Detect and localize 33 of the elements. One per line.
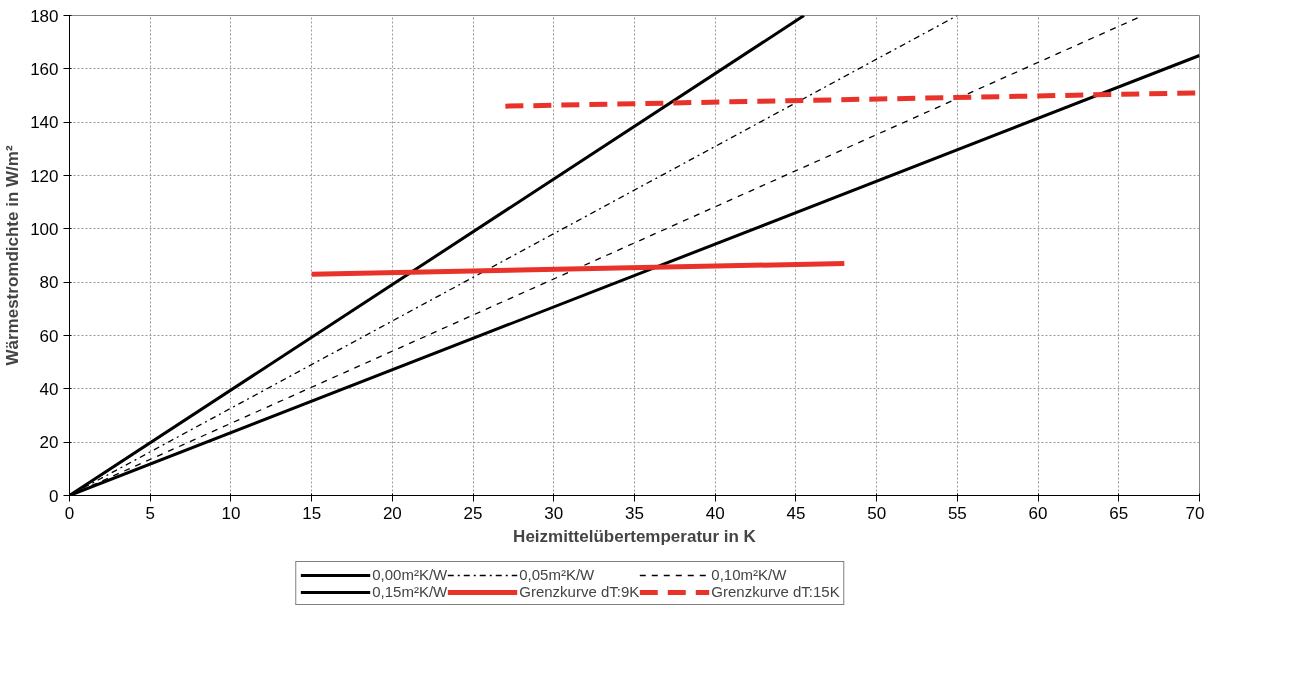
x-tick-label: 55 [947,503,967,523]
x-tick-label: 50 [867,503,887,523]
x-tick-label: 25 [463,503,483,523]
x-axis-title: Heizmittelübertemperatur in K [513,526,757,546]
y-tick-label: 80 [39,273,59,293]
legend-label: 0,00m²K/W [372,566,448,583]
y-tick-label: 140 [30,113,59,133]
x-tick-label: 70 [1185,503,1205,523]
x-tick-label: 60 [1028,503,1048,523]
y-tick-label: 40 [39,379,59,399]
y-tick-label: 160 [30,59,59,79]
x-tick-label: 30 [544,503,564,523]
x-tick-label: 45 [786,503,806,523]
y-tick-label: 0 [49,486,59,506]
x-tick-label: 0 [64,503,75,523]
y-axis-title: Wärmestromdichte in W/m² [3,145,23,366]
x-tick-label: 5 [145,503,155,523]
y-tick-label: 60 [39,326,59,346]
x-tick-label: 40 [705,503,725,523]
y-tick-label: 180 [30,6,59,26]
legend-label: 0,10m²K/W [711,566,787,583]
legend-label: Grenzkurve dT:9K [519,583,640,600]
y-tick-label: 20 [39,433,59,453]
x-tick-label: 35 [625,503,644,523]
legend-label: 0,05m²K/W [519,566,595,583]
x-tick-label: 65 [1109,503,1129,523]
legend-label: 0,15m²K/W [372,583,448,600]
y-tick-label: 120 [30,166,59,186]
x-tick-label: 15 [302,503,322,523]
x-tick-label: 10 [221,503,241,523]
y-tick-label: 100 [30,219,59,239]
legend-label: Grenzkurve dT:15K [711,583,840,600]
x-tick-label: 20 [382,503,402,523]
